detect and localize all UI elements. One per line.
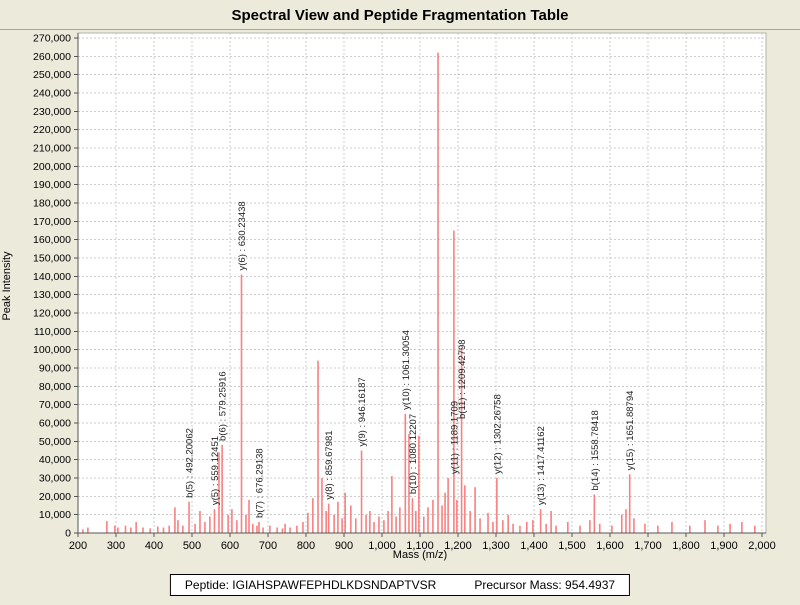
precursor-mass-label: Precursor Mass: 954.4937 bbox=[474, 578, 616, 592]
x-tick-label: 1,900 bbox=[710, 540, 738, 552]
peak-annotation: b(6) : 579.25916 bbox=[218, 371, 229, 441]
y-tick-label: 70,000 bbox=[39, 399, 71, 411]
y-tick-label: 110,000 bbox=[34, 326, 71, 338]
x-tick-label: 1,600 bbox=[596, 540, 624, 552]
page-title: Spectral View and Peptide Fragmentation … bbox=[231, 7, 569, 24]
x-tick-label: 600 bbox=[221, 540, 239, 552]
x-tick-label: 800 bbox=[297, 540, 315, 552]
peak-annotation: y(10) : 1061.30054 bbox=[401, 330, 412, 410]
plot-background bbox=[77, 32, 767, 534]
peak-annotation: y(13) : 1417.41162 bbox=[536, 426, 547, 505]
y-tick-label: 200,000 bbox=[33, 161, 71, 173]
x-tick-label: 400 bbox=[145, 540, 163, 552]
y-tick-label: 160,000 bbox=[33, 234, 71, 246]
peak-annotation: y(12) : 1302.26758 bbox=[492, 394, 503, 474]
y-tick-label: 60,000 bbox=[39, 418, 71, 430]
peak-annotation: b(10) : 1080.12207 bbox=[408, 414, 419, 494]
peak-annotation: y(8) : 859.67981 bbox=[324, 430, 335, 499]
x-tick-label: 1,000 bbox=[368, 540, 396, 552]
x-tick-label: 1,400 bbox=[520, 540, 548, 552]
y-tick-label: 210,000 bbox=[33, 143, 71, 155]
peak-annotation: y(15) : 1651.88794 bbox=[625, 391, 636, 471]
peak-annotation: b(7) : 676.29138 bbox=[254, 448, 265, 518]
x-tick-label: 1,200 bbox=[444, 540, 472, 552]
peak-annotation: b(14) : 1558.78418 bbox=[590, 410, 601, 490]
y-tick-label: 140,000 bbox=[33, 271, 71, 283]
y-tick-label: 100,000 bbox=[33, 344, 71, 356]
x-tick-label: 2,000 bbox=[748, 540, 776, 552]
y-tick-label: 250,000 bbox=[33, 69, 71, 81]
x-tick-label: 1,500 bbox=[558, 540, 586, 552]
peak-annotation: b(5) : 492.20062 bbox=[185, 428, 196, 498]
y-tick-label: 260,000 bbox=[33, 51, 71, 63]
peak-annotation: y(9) : 946.16187 bbox=[357, 377, 368, 446]
y-tick-label: 50,000 bbox=[39, 436, 71, 448]
title-divider bbox=[0, 29, 800, 30]
peptide-sequence-label: Peptide: IGIAHSPAWFEPHDLKDSNDAPTVSR bbox=[184, 578, 437, 592]
y-tick-label: 20,000 bbox=[39, 491, 71, 503]
y-tick-label: 170,000 bbox=[33, 216, 71, 228]
x-tick-label: 1,100 bbox=[406, 540, 434, 552]
y-tick-label: 120,000 bbox=[33, 308, 71, 320]
x-tick-label: 1,700 bbox=[634, 540, 662, 552]
peptide-info-box: Peptide: IGIAHSPAWFEPHDLKDSNDAPTVSR Precu… bbox=[169, 574, 631, 596]
y-tick-label: 130,000 bbox=[33, 289, 71, 301]
y-tick-label: 190,000 bbox=[33, 179, 71, 191]
y-tick-label: 150,000 bbox=[33, 253, 71, 265]
x-axis-title: Mass (m/z) bbox=[392, 549, 448, 561]
peak-annotation: y(11) : 1189.1709 bbox=[449, 401, 460, 474]
x-tick-label: 700 bbox=[259, 540, 277, 552]
y-tick-label: 90,000 bbox=[39, 363, 71, 375]
y-tick-label: 180,000 bbox=[33, 198, 71, 210]
x-tick-label: 200 bbox=[69, 540, 87, 552]
peak-annotation: b(11) : 1209.42798 bbox=[457, 339, 468, 419]
y-tick-label: 230,000 bbox=[33, 106, 71, 118]
y-axis-title: Peak Intensity bbox=[1, 251, 13, 321]
x-tick-label: 1,800 bbox=[672, 540, 700, 552]
peak-annotation: y(6) : 630.23438 bbox=[237, 201, 248, 270]
y-tick-label: 240,000 bbox=[33, 88, 71, 100]
y-tick-label: 80,000 bbox=[39, 381, 71, 393]
y-tick-label: 220,000 bbox=[33, 124, 71, 136]
peak-annotation: y(5) : 559.12451 bbox=[210, 436, 221, 505]
x-tick-label: 300 bbox=[107, 540, 125, 552]
y-tick-label: 40,000 bbox=[39, 454, 71, 466]
y-tick-label: 10,000 bbox=[39, 509, 71, 521]
y-tick-label: 30,000 bbox=[39, 473, 71, 485]
y-tick-label: 270,000 bbox=[33, 33, 71, 45]
x-tick-label: 900 bbox=[335, 540, 353, 552]
x-tick-label: 1,300 bbox=[482, 540, 510, 552]
y-tick-label: 0 bbox=[65, 528, 71, 540]
x-tick-label: 500 bbox=[183, 540, 201, 552]
